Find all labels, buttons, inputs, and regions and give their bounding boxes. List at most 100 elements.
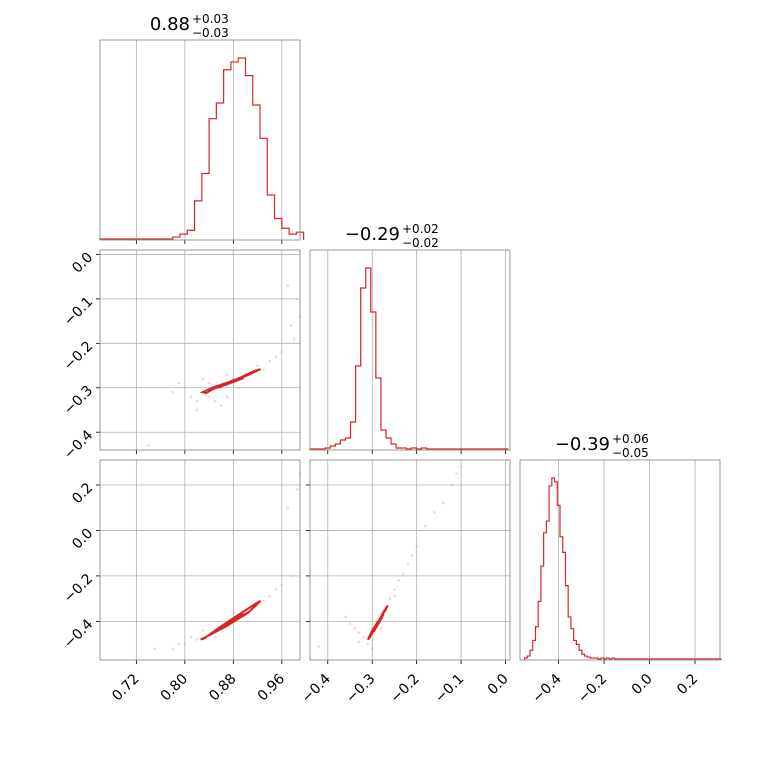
scatter-point xyxy=(213,399,217,403)
scatter-point xyxy=(295,297,299,301)
param-title-minus: −0.02 xyxy=(402,236,439,250)
scatter-point xyxy=(219,404,223,407)
scatter-point xyxy=(450,483,454,487)
panel-2-0: 0.72 0.80 0.88 0.96 −0.4 −0.2 0.0 0.2 xyxy=(61,459,302,704)
scatter-point xyxy=(280,583,284,587)
param-title-plus: +0.06 xyxy=(612,432,649,446)
scatter-point xyxy=(195,408,199,412)
param-title-plus: +0.03 xyxy=(192,12,229,26)
param-title-minus: −0.03 xyxy=(192,26,229,40)
x-tick-label: −0.4 xyxy=(299,671,334,706)
histogram-0 xyxy=(99,57,305,240)
scatter-point xyxy=(317,645,321,648)
scatter-point xyxy=(459,465,463,469)
scatter-point xyxy=(207,395,211,398)
x-tick-label: 0.88 xyxy=(206,671,239,704)
scatter-point xyxy=(238,386,241,390)
y-tick-label: −0.1 xyxy=(61,294,96,329)
scatter-point xyxy=(274,355,278,358)
scatter-point xyxy=(201,377,205,381)
x-tick-label: −0.3 xyxy=(343,671,378,706)
scatter-point xyxy=(268,595,271,598)
panel-frame xyxy=(309,459,511,661)
x-tick-label: −0.4 xyxy=(530,671,565,706)
x-tick-label: −0.1 xyxy=(432,671,467,706)
scatter-point xyxy=(195,399,199,403)
histogram-1 xyxy=(309,267,509,450)
scatter-point xyxy=(289,574,293,578)
scatter-point xyxy=(286,506,290,510)
scatter-point xyxy=(268,359,271,363)
scatter-point xyxy=(262,368,265,372)
panel-frame xyxy=(99,459,301,661)
scatter-point xyxy=(424,524,427,528)
scatter-point xyxy=(147,444,150,447)
x-tick-label: 0.0 xyxy=(485,671,512,698)
contour-line xyxy=(200,600,262,641)
scatter-point xyxy=(171,647,175,650)
y-tick-label: 0.2 xyxy=(69,480,96,507)
scatter-point xyxy=(262,599,265,603)
scatter-point xyxy=(370,647,374,650)
panel-2-2: −0.4 −0.2 0.0 0.2 −0.39 +0.06−0.05 xyxy=(519,432,722,706)
scatter-point xyxy=(189,635,193,639)
scatter-point xyxy=(415,545,418,548)
panel-0-0: 0.88 +0.03−0.03 xyxy=(99,12,305,244)
scatter-point xyxy=(388,597,392,600)
scatter-point xyxy=(433,510,436,514)
scatter-point xyxy=(177,642,181,646)
y-tick-label: −0.2 xyxy=(61,338,96,373)
contour-line xyxy=(199,368,262,395)
scatter-point xyxy=(410,554,414,557)
scatter-point xyxy=(402,572,405,575)
scatter-point xyxy=(225,373,229,376)
scatter-point xyxy=(201,629,205,632)
panel-1-0: −0.4 −0.3 −0.2 −0.1 0.0 xyxy=(61,249,302,463)
scatter-point xyxy=(455,472,458,475)
y-tick-label: −0.3 xyxy=(61,383,96,418)
panel-frame xyxy=(99,249,301,451)
x-tick-label: −0.2 xyxy=(575,671,610,706)
param-title-median: 0.88 xyxy=(150,14,190,35)
panel-frame xyxy=(99,39,301,241)
scatter-point xyxy=(397,579,401,582)
panel-frame xyxy=(519,459,721,661)
scatter-point xyxy=(295,488,299,491)
scatter-point xyxy=(292,337,296,341)
x-tick-label: 0.72 xyxy=(109,671,142,704)
scatter-point xyxy=(280,350,284,354)
param-title-median: −0.29 xyxy=(345,224,400,245)
scatter-point xyxy=(357,640,361,644)
contour-line xyxy=(223,617,240,629)
scatter-point xyxy=(171,390,175,394)
panel-2-1: −0.4 −0.3 −0.2 −0.1 0.0 xyxy=(299,459,512,706)
scatter-point xyxy=(366,642,370,646)
x-tick-label: 0.0 xyxy=(629,671,656,698)
scatter-point xyxy=(289,324,293,327)
scatter-point xyxy=(225,395,229,398)
scatter-point xyxy=(344,615,347,619)
scatter-point xyxy=(357,631,361,635)
scatter-point xyxy=(153,647,156,650)
scatter-point xyxy=(393,595,396,598)
scatter-point xyxy=(207,382,211,385)
param-title-minus: −0.05 xyxy=(612,446,649,460)
scatter-point xyxy=(362,635,365,639)
x-tick-label: 0.2 xyxy=(674,671,701,698)
contour-line xyxy=(225,377,240,385)
scatter-point xyxy=(189,395,193,398)
scatter-point xyxy=(379,626,383,630)
param-title-plus: +0.02 xyxy=(402,222,439,236)
scatter-point xyxy=(353,626,356,630)
panel-1-1: −0.29 +0.02−0.02 xyxy=(309,222,511,454)
x-tick-label: −0.2 xyxy=(388,671,423,706)
y-tick-label: −0.4 xyxy=(61,427,96,462)
histogram-2 xyxy=(523,477,722,660)
scatter-point xyxy=(183,642,187,646)
y-tick-label: 0.0 xyxy=(69,249,96,276)
scatter-point xyxy=(195,638,199,641)
x-tick-label: 0.96 xyxy=(255,671,288,704)
y-tick-label: −0.4 xyxy=(61,616,96,651)
y-tick-label: −0.2 xyxy=(61,571,96,606)
